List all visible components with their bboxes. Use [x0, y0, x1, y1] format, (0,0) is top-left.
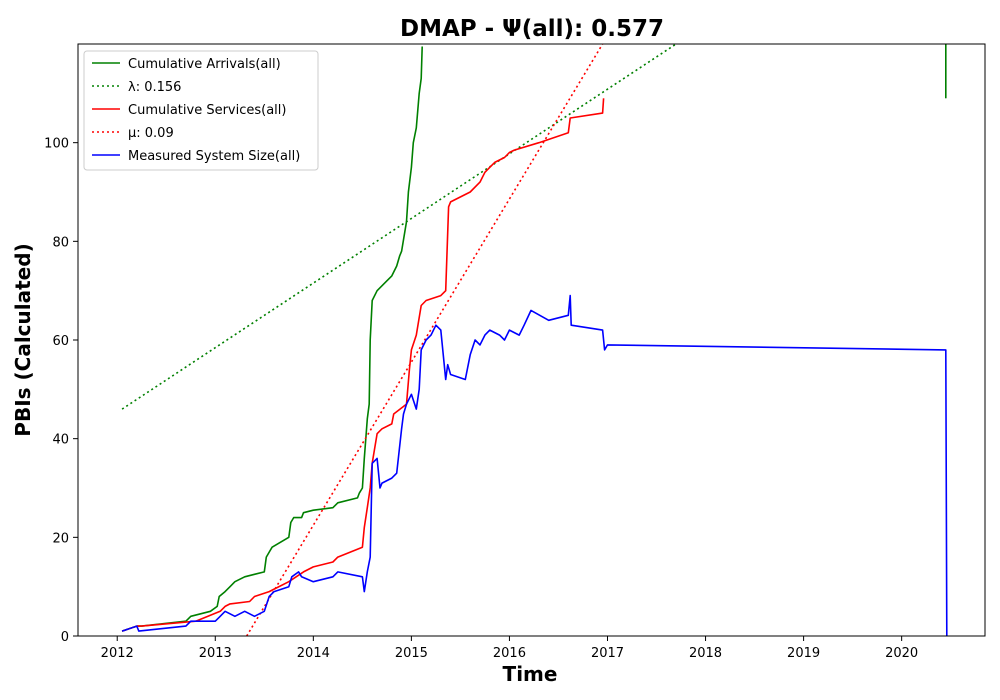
- x-tick-label: 2017: [591, 646, 624, 661]
- series-line-cumulative-services-all: [121, 98, 605, 632]
- series-layer: [121, 44, 948, 636]
- legend-label: Cumulative Services(all): [128, 103, 286, 118]
- y-tick-label: 60: [52, 334, 69, 349]
- y-axis-title: PBIs (Calculated): [11, 243, 35, 436]
- y-tick-label: 100: [44, 137, 69, 152]
- series-line-0-09: [246, 44, 604, 636]
- y-tick-label: 0: [61, 630, 69, 645]
- x-tick-label: 2019: [787, 646, 820, 661]
- x-axis: 2012 2013 2014 2015 2016 2017 2018 2019 2020: [101, 636, 918, 661]
- series-line-0-156: [121, 44, 677, 410]
- y-tick-label: 80: [52, 235, 69, 250]
- legend-label: λ: 0.156: [128, 80, 181, 95]
- x-axis-title: Time: [503, 662, 558, 686]
- x-tick-label: 2020: [885, 646, 918, 661]
- y-tick-label: 20: [52, 531, 69, 546]
- legend-label: Measured System Size(all): [128, 149, 300, 164]
- x-tick-label: 2016: [493, 646, 526, 661]
- y-tick-label: 40: [52, 433, 69, 448]
- legend-label: μ: 0.09: [128, 126, 174, 141]
- legend-box: [83, 50, 319, 171]
- legend-label: Cumulative Arrivals(all): [128, 57, 281, 72]
- x-tick-label: 2015: [395, 646, 428, 661]
- x-tick-label: 2018: [689, 646, 722, 661]
- x-tick-label: 2013: [199, 646, 232, 661]
- series-line-cumulative-arrivals-all: [121, 46, 423, 632]
- chart-title: DMAP - Ψ(all): 0.577: [400, 16, 664, 42]
- x-tick-label: 2012: [101, 646, 134, 661]
- y-axis: 0 20 40 60 80 100: [44, 137, 78, 645]
- series-line-measured-system-size-all: [121, 294, 948, 636]
- legend: Cumulative Arrivals(all) λ: 0.156 Cumulati…: [83, 50, 319, 171]
- x-tick-label: 2014: [297, 646, 330, 661]
